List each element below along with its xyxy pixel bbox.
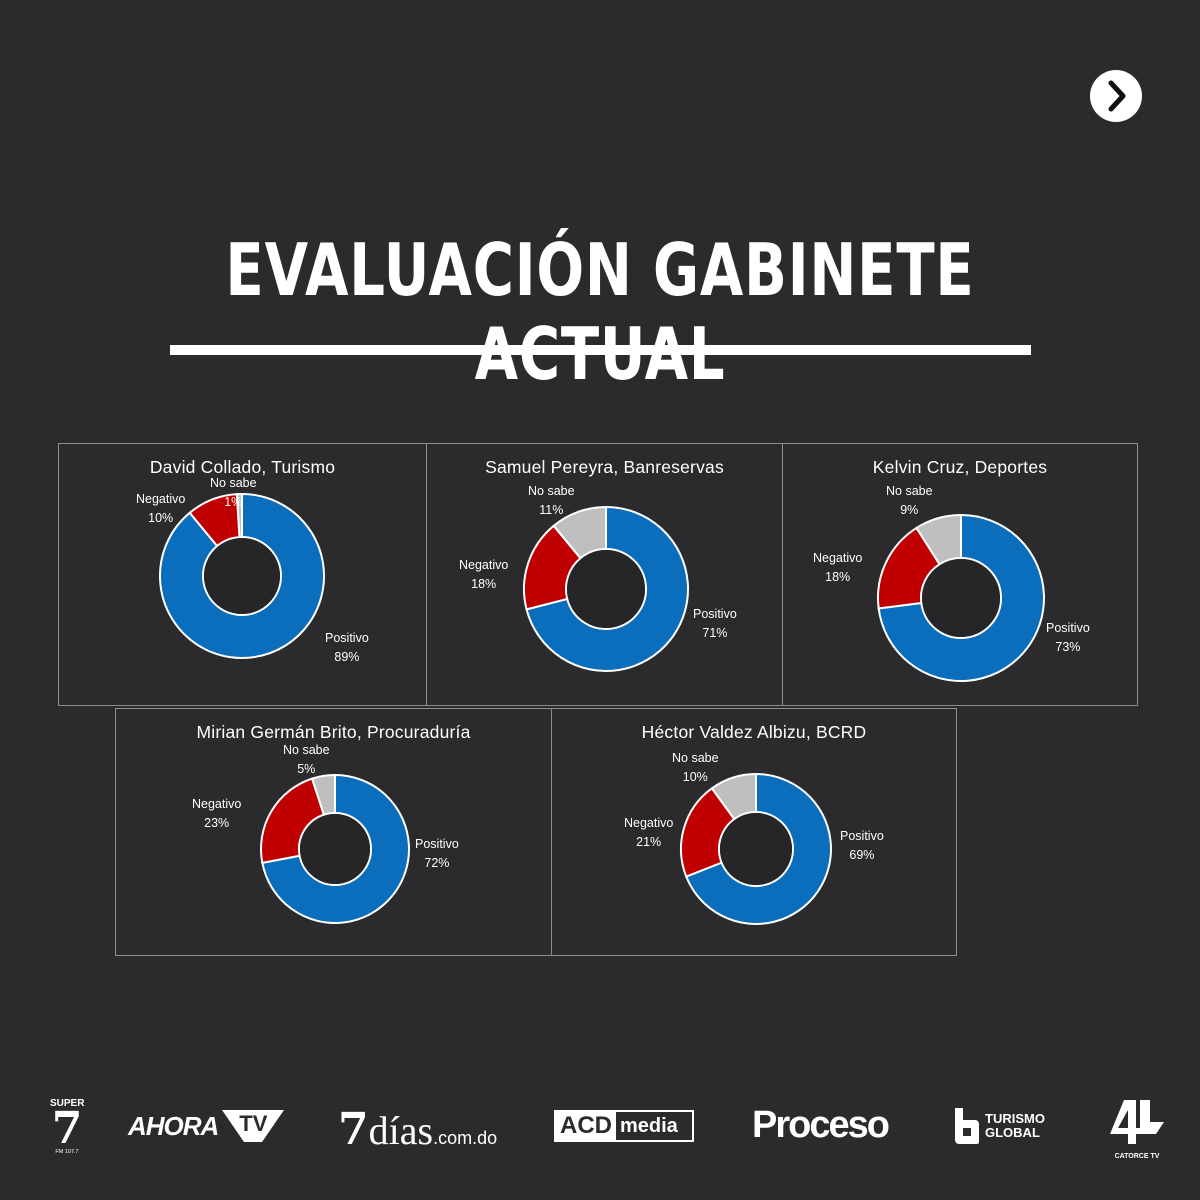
donut-hole [922,559,1000,637]
donut-chart-pereyra [523,505,689,672]
donut-hole [720,813,792,885]
slice-no-sabe [915,513,962,566]
chart-title: David Collado, Turismo [149,457,336,477]
donut-chart-collado [159,492,325,659]
label-positivo: Positivo 69% [840,829,884,862]
proceso-logo: Proceso [752,1104,890,1146]
turismo-global-logo: TURISMO GLOBAL [953,1106,1045,1146]
label-negativo: Negativo 18% [459,558,509,591]
title-underline [170,345,1031,355]
slice-no-sabe [710,772,757,821]
label-no-sabe: No sabe 11% [528,484,575,517]
chart-panel-valdez: Héctor Valdez Albizu, BCRD No sabe 10% Ne… [551,708,957,956]
slice-positivo [525,505,689,672]
donut-chart-cruz [877,513,1045,682]
sponsor-logos: SUPER 7 FM 107.7 AHORA TV 7 días .com.do… [0,1090,1200,1170]
chart-panel-collado: David Collado, Turismo No sabe 1% Negativ… [58,443,427,706]
label-no-sabe: No sabe 10% [672,751,719,784]
chart-title: Kelvin Cruz, Deportes [872,457,1048,477]
chart-panel-german: Mirian Germán Brito, Procuraduría No sab… [115,708,552,956]
slice-positivo [684,772,832,925]
donut-chart-valdez [680,772,832,925]
next-slide-button[interactable] [1090,70,1142,122]
slice-positivo [261,773,410,924]
label-no-sabe: No sabe 1% [210,476,257,509]
donut-hole [567,550,645,628]
catorce-tv-logo: CATORCE TV [1104,1096,1170,1162]
chart-title: Samuel Pereyra, Banreservas [485,457,724,477]
chart-title: Mirian Germán Brito, Procuraduría [196,722,471,742]
turismo-global-icon [955,1108,979,1144]
donut-hole [300,814,370,884]
donut-hole [204,538,280,614]
label-negativo: Negativo 23% [192,797,242,830]
label-no-sabe: No sabe 5% [283,743,330,776]
label-negativo: Negativo 21% [624,816,674,849]
7dias-logo: 7 días .com.do [338,1104,498,1155]
label-positivo: Positivo 89% [325,631,369,664]
label-negativo: Negativo 18% [813,551,863,584]
slice-no-sabe [235,492,243,539]
slice-no-sabe [552,505,607,560]
label-positivo: Positivo 72% [415,837,459,870]
slice-positivo [159,492,325,659]
label-positivo: Positivo 71% [693,607,737,640]
super7-logo: SUPER 7 FM 107.7 [50,1098,85,1155]
chart-title: Héctor Valdez Albizu, BCRD [641,722,867,742]
acd-media-logo: ACD media [554,1110,694,1142]
ahora-tv-logo: AHORA TV [128,1110,285,1142]
chart-panel-pereyra: Samuel Pereyra, Banreservas No sabe 11% N… [426,443,783,706]
label-no-sabe: No sabe 9% [886,484,933,517]
slice-positivo [877,513,1045,682]
label-negativo: Negativo 10% [136,492,186,525]
label-positivo: Positivo 73% [1046,621,1090,654]
chart-panel-cruz: Kelvin Cruz, Deportes No sabe 9% Negativo… [782,443,1138,706]
chevron-right-icon [1108,80,1126,112]
slice-no-sabe [310,773,336,817]
donut-chart-german [260,773,410,924]
page-title: EVALUACIÓN GABINETE ACTUAL [225,228,975,396]
